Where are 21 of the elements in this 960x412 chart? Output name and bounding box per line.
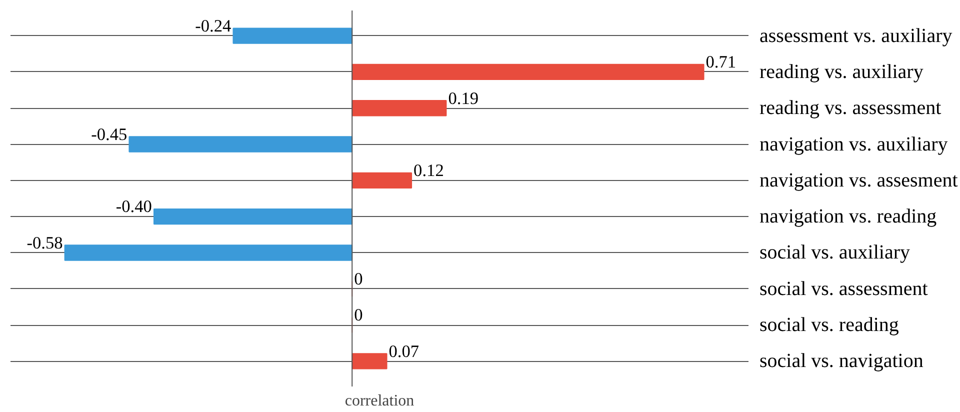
data-label: -0.40 bbox=[116, 197, 152, 216]
data-label: 0.12 bbox=[414, 161, 444, 180]
data-label: 0.71 bbox=[706, 52, 736, 72]
y-tick-label: reading vs. assessment bbox=[760, 97, 942, 120]
y-tick-label: navigation vs. assesment bbox=[760, 169, 958, 192]
y-tick-label: social vs. assessment bbox=[760, 278, 928, 300]
y-tick-label: social vs. auxiliary bbox=[760, 242, 910, 264]
data-label: 0 bbox=[354, 306, 363, 325]
y-tick-label: social vs. reading bbox=[760, 314, 899, 336]
data-label: 0.07 bbox=[388, 342, 420, 361]
y-tick-label: social vs. navigation bbox=[760, 350, 924, 372]
y-tick-label: reading vs. auxiliary bbox=[760, 60, 924, 83]
data-label: -0.58 bbox=[26, 233, 63, 252]
data-label: 0.19 bbox=[448, 88, 479, 108]
data-label: -0.45 bbox=[91, 124, 128, 144]
data-label: 0 bbox=[354, 270, 363, 289]
y-tick-label: assessment vs. auxiliary bbox=[760, 24, 952, 47]
data-label: -0.24 bbox=[195, 16, 232, 36]
y-tick-label: navigation vs. reading bbox=[760, 206, 937, 228]
x-axis-title: correlation bbox=[344, 392, 414, 410]
y-tick-label: navigation vs. auxiliary bbox=[760, 133, 948, 156]
